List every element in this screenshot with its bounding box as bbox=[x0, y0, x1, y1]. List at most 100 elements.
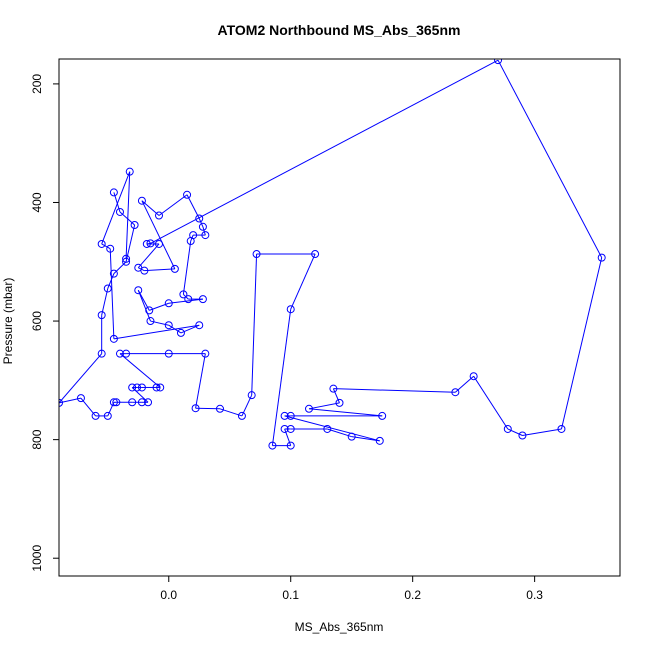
series-line-segment bbox=[113, 324, 200, 340]
series-line-segment bbox=[284, 415, 380, 442]
data-point bbox=[518, 431, 527, 440]
data-point bbox=[347, 432, 356, 441]
data-point bbox=[133, 383, 142, 392]
data-point bbox=[156, 383, 165, 392]
y-tick-label: 400 bbox=[30, 192, 44, 212]
data-point bbox=[198, 222, 207, 231]
data-point bbox=[152, 383, 161, 392]
data-point bbox=[183, 190, 192, 199]
data-point bbox=[247, 391, 256, 400]
data-point bbox=[451, 388, 460, 397]
series-line-segment bbox=[251, 254, 258, 396]
data-point bbox=[137, 383, 146, 392]
data-point bbox=[268, 441, 277, 450]
data-point bbox=[112, 398, 121, 407]
series-line-segment bbox=[107, 402, 115, 417]
chart-title: ATOM2 Northbound MS_Abs_365nm bbox=[218, 22, 461, 38]
data-point bbox=[503, 424, 512, 433]
y-axis-label: Pressure (mbar) bbox=[1, 278, 15, 365]
series-line-segment bbox=[522, 428, 562, 436]
data-point bbox=[128, 383, 137, 392]
data-point bbox=[134, 286, 143, 295]
data-point bbox=[198, 295, 207, 304]
data-point bbox=[201, 231, 210, 240]
data-point bbox=[323, 424, 332, 433]
data-point bbox=[215, 404, 224, 413]
data-point bbox=[597, 253, 606, 262]
data-point bbox=[305, 404, 314, 413]
series-line-segment bbox=[137, 243, 160, 269]
data-point bbox=[155, 239, 164, 248]
data-point bbox=[109, 269, 118, 278]
data-point bbox=[122, 254, 131, 263]
data-point bbox=[128, 398, 137, 407]
data-point bbox=[494, 59, 503, 65]
series-line-segment bbox=[497, 59, 603, 258]
series-line-segment bbox=[284, 428, 292, 446]
data-point bbox=[184, 295, 193, 304]
data-point bbox=[103, 284, 112, 293]
series-line-segment bbox=[125, 171, 131, 259]
y-tick-label: 600 bbox=[30, 311, 44, 331]
data-point bbox=[144, 398, 153, 407]
data-point bbox=[176, 328, 185, 337]
data-point bbox=[280, 411, 289, 420]
data-point bbox=[115, 349, 124, 358]
series-line-segment bbox=[186, 194, 200, 219]
series-line-segment bbox=[351, 436, 380, 442]
data-point bbox=[122, 349, 131, 358]
data-point bbox=[201, 349, 210, 358]
x-tick-label: 0.2 bbox=[404, 588, 421, 602]
data-point bbox=[106, 244, 115, 253]
data-point bbox=[557, 424, 566, 433]
data-point bbox=[164, 299, 173, 308]
data-point bbox=[335, 398, 344, 407]
data-point bbox=[109, 334, 118, 343]
data-point bbox=[155, 211, 164, 220]
series-line-segment bbox=[327, 428, 352, 438]
series-line-segment bbox=[107, 273, 115, 289]
data-point bbox=[378, 411, 387, 420]
data-point bbox=[179, 290, 188, 299]
data-point bbox=[286, 411, 295, 420]
series-line-segment bbox=[137, 290, 151, 322]
series-line-segment bbox=[158, 194, 188, 216]
data-point bbox=[286, 441, 295, 450]
data-point bbox=[125, 167, 134, 176]
data-point bbox=[286, 424, 295, 433]
data-point bbox=[97, 311, 106, 320]
series-line-segment bbox=[141, 200, 176, 270]
series-line-segment bbox=[507, 428, 523, 436]
data-point bbox=[97, 239, 106, 248]
series-line-segment bbox=[332, 388, 340, 404]
y-tick-label: 200 bbox=[30, 74, 44, 94]
series-line-segment bbox=[198, 218, 204, 227]
data-point bbox=[59, 398, 63, 407]
data-point bbox=[195, 214, 204, 223]
y-tick-label: 1000 bbox=[30, 545, 44, 572]
data-point bbox=[109, 188, 118, 197]
x-tick-label: 0.0 bbox=[160, 588, 177, 602]
data-point bbox=[130, 221, 139, 230]
data-point bbox=[109, 398, 118, 407]
series-line-segment bbox=[455, 375, 474, 393]
data-point bbox=[195, 321, 204, 330]
series-line-segment bbox=[150, 59, 499, 244]
series-line-segment bbox=[109, 248, 115, 339]
data-point bbox=[237, 411, 246, 420]
series-line-segment bbox=[144, 268, 175, 272]
data-point bbox=[191, 404, 200, 413]
data-point bbox=[469, 372, 478, 381]
data-point bbox=[164, 349, 173, 358]
x-tick-label: 0.1 bbox=[282, 588, 299, 602]
data-point bbox=[142, 239, 151, 248]
series-line-segment bbox=[195, 353, 206, 409]
series-line-segment bbox=[119, 353, 161, 388]
data-point bbox=[115, 207, 124, 216]
data-point bbox=[280, 424, 289, 433]
x-axis-label: MS_Abs_365nm bbox=[295, 620, 384, 634]
series-line-segment bbox=[473, 375, 509, 430]
data-point bbox=[140, 266, 149, 275]
series-line-segment bbox=[202, 226, 206, 236]
